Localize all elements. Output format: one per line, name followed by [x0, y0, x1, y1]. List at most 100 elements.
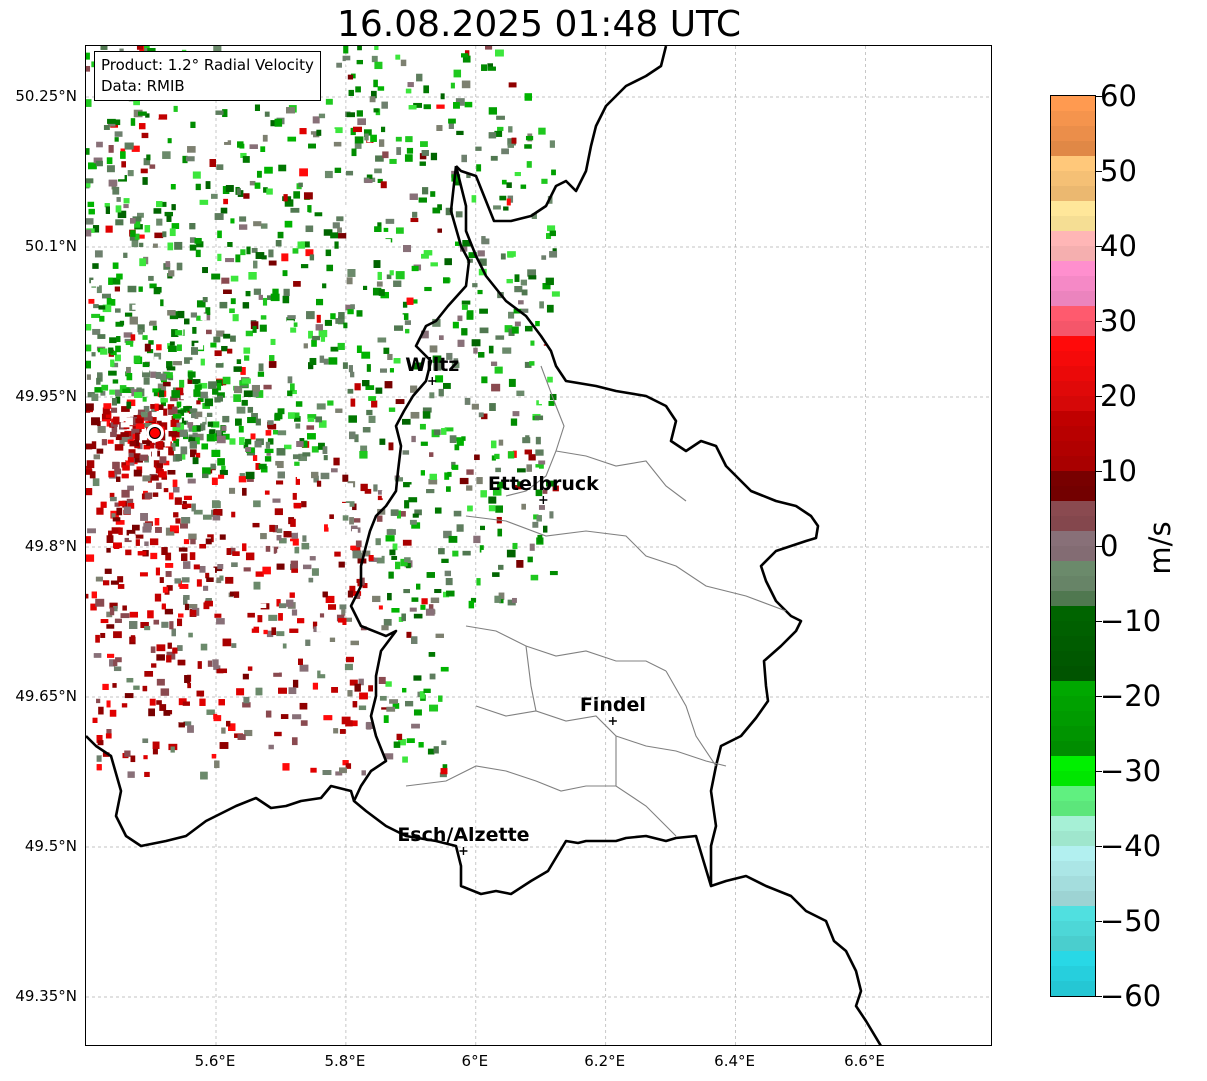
radar-site-marker[interactable] [145, 424, 164, 442]
gridlines [86, 46, 991, 1045]
luxembourg-border [349, 165, 820, 896]
canton-boundary [665, 670, 717, 767]
lat-tick-label: 49.8°N [24, 537, 77, 555]
colorbar-bin [1051, 546, 1095, 562]
lat-tick-label: 49.35°N [15, 987, 77, 1005]
colorbar-bin [1051, 561, 1095, 577]
germany-belgium-border [455, 46, 668, 223]
colorbar-bin [1051, 651, 1095, 667]
colorbar-bin [1051, 741, 1095, 757]
colorbar-bin [1051, 276, 1095, 292]
colorbar-bin [1051, 786, 1095, 802]
colorbar-bin [1051, 846, 1095, 862]
colorbar-bin [1051, 621, 1095, 637]
colorbar-bin [1051, 711, 1095, 727]
lat-tick-label: 49.5°N [24, 837, 77, 855]
city-label: Findel [580, 694, 646, 716]
colorbar-bin [1051, 456, 1095, 472]
colorbar-unit-label: m/s [1143, 521, 1177, 575]
map-canvas: Wiltz Ettelbruck Findel Esch/Alzette [86, 46, 991, 1045]
colorbar-bin [1051, 501, 1095, 517]
colorbar-bin [1051, 831, 1095, 847]
colorbar-bin [1051, 756, 1095, 772]
colorbar-bin [1051, 936, 1095, 952]
city-marker-icon [459, 847, 468, 855]
colorbar-bin [1051, 321, 1095, 337]
colorbar-tickmark [1096, 96, 1102, 97]
colorbar-bin [1051, 111, 1095, 127]
colorbar-bin [1051, 996, 1095, 997]
colorbar-bin [1051, 396, 1095, 412]
lon-tick-label: 5.6°E [194, 1052, 236, 1070]
colorbar-bin [1051, 366, 1095, 382]
colorbar-bin [1051, 636, 1095, 652]
germany-france-border [710, 874, 882, 1045]
lon-tick-label: 6°E [461, 1052, 489, 1070]
product-label: Product: 1.2° Radial Velocity [101, 56, 314, 74]
canton-boundary [405, 765, 677, 837]
colorbar-bin [1051, 576, 1095, 592]
lat-tick-label: 50.25°N [15, 87, 77, 105]
colorbar-tickmark [1096, 771, 1102, 772]
colorbar-tick-label: −20 [1100, 679, 1162, 713]
colorbar-tick-label: −40 [1100, 829, 1162, 863]
lat-tick-label: 49.65°N [15, 687, 77, 705]
colorbar-tick-label: −30 [1100, 754, 1162, 788]
colorbar-tick-label: 20 [1100, 379, 1137, 413]
canton-boundary [525, 645, 537, 712]
city-label: Wiltz [405, 354, 459, 376]
map-area[interactable]: Wiltz Ettelbruck Findel Esch/Alzette [85, 45, 992, 1046]
lon-tick-label: 5.8°E [324, 1052, 366, 1070]
city-label: Ettelbruck [488, 473, 599, 495]
colorbar-bin [1051, 531, 1095, 547]
colorbar-bin [1051, 231, 1095, 247]
colorbar-bin [1051, 891, 1095, 907]
radar-echoes [86, 46, 560, 780]
colorbar-tickmark [1096, 696, 1102, 697]
colorbar-bin [1051, 951, 1095, 967]
city-marker-icon [539, 496, 548, 504]
data-source-label: Data: RMIB [101, 77, 185, 95]
product-info-box: Product: 1.2° Radial Velocity Data: RMIB [94, 51, 321, 101]
colorbar-bin [1051, 261, 1095, 277]
colorbar-bin [1051, 426, 1095, 442]
lon-tick-label: 6.2°E [584, 1052, 626, 1070]
city-marker-icon [428, 377, 437, 385]
colorbar-tickmark [1096, 621, 1102, 622]
colorbar-bin [1051, 921, 1095, 937]
colorbar-bin [1051, 141, 1095, 157]
lat-tick-label: 50.1°N [24, 237, 77, 255]
colorbar-bin [1051, 681, 1095, 697]
city-label: Esch/Alzette [397, 824, 529, 846]
colorbar-tickmark [1096, 246, 1102, 247]
colorbar-tick-label: 30 [1100, 304, 1137, 338]
colorbar-bin [1051, 291, 1095, 307]
colorbar-bin [1051, 726, 1095, 742]
colorbar-bin [1051, 771, 1095, 787]
colorbar-bin [1051, 471, 1095, 487]
colorbar-bin [1051, 411, 1095, 427]
lon-tick-label: 6.4°E [714, 1052, 756, 1070]
colorbar-bin [1051, 801, 1095, 817]
colorbar-bin [1051, 816, 1095, 832]
colorbar-tickmark [1096, 396, 1102, 397]
colorbar-bin [1051, 186, 1095, 202]
belgium-france-border [86, 735, 356, 848]
colorbar-bin [1051, 966, 1095, 982]
colorbar-bin [1051, 216, 1095, 232]
radar-site-icon [148, 427, 161, 439]
colorbar-tick-label: 40 [1100, 229, 1137, 263]
colorbar-tickmark [1096, 171, 1102, 172]
colorbar-bin [1051, 696, 1095, 712]
colorbar-tickmark [1096, 996, 1102, 997]
colorbar-bin [1051, 516, 1095, 532]
colorbar-tick-label: 10 [1100, 454, 1137, 488]
colorbar-bin [1051, 861, 1095, 877]
colorbar-bin [1051, 126, 1095, 142]
city-labels: Wiltz Ettelbruck Findel Esch/Alzette [397, 354, 646, 855]
colorbar-tickmark [1096, 846, 1102, 847]
colorbar-tick-label: −50 [1100, 904, 1162, 938]
colorbar-tickmark [1096, 546, 1102, 547]
canton-boundary [465, 625, 667, 672]
colorbar-bin [1051, 381, 1095, 397]
